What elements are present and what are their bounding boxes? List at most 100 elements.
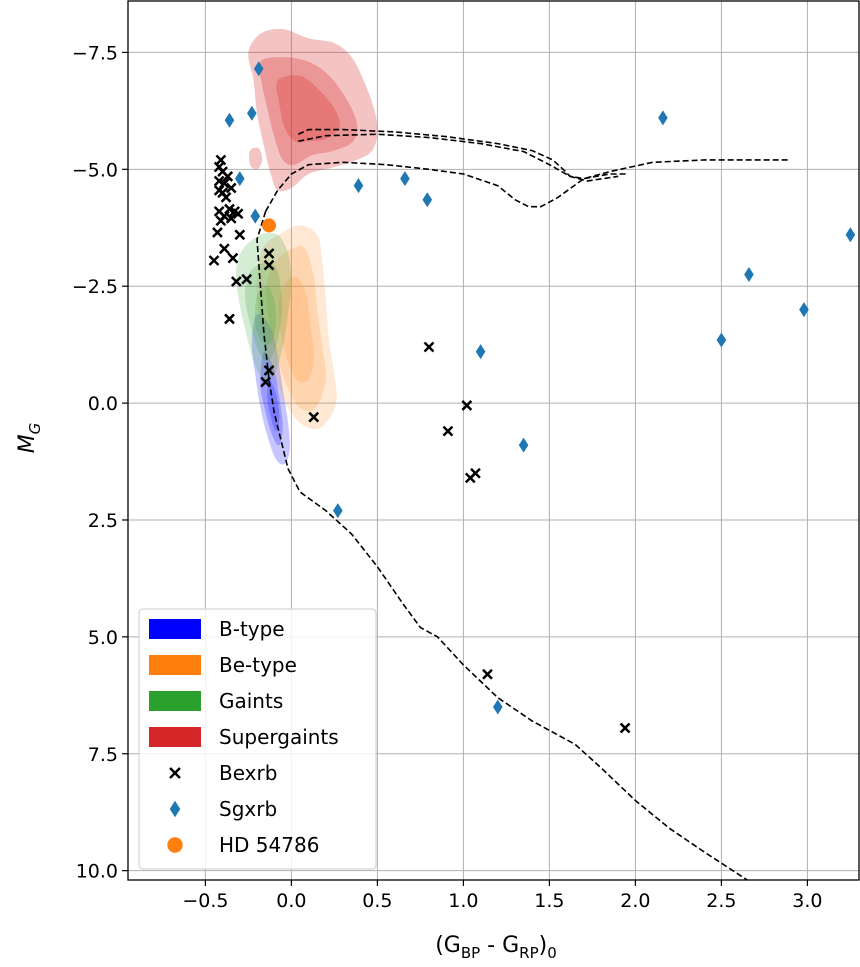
sgxrb-point (658, 110, 668, 126)
legend-label: Supergaints (219, 725, 339, 749)
y-tick-label: −7.5 (72, 42, 118, 64)
y-tick-label: −5.0 (72, 159, 118, 181)
legend-marker-bexrb (169, 767, 181, 779)
bexrb-point (619, 722, 631, 734)
x-stroke (208, 255, 220, 266)
bexrb-point (308, 411, 320, 423)
sgxrb-point (475, 344, 486, 360)
bexrb-point (482, 668, 493, 680)
sgxrb-point (799, 302, 809, 318)
y-tick-label: 2.5 (88, 510, 118, 532)
legend-label: B-type (219, 617, 285, 641)
legend-marker-be-type (149, 655, 201, 675)
track-lower-track (264, 159, 789, 212)
y-tick-label: 0.0 (88, 393, 118, 415)
density-contour-supergaints (249, 147, 263, 170)
x-stroke (263, 364, 275, 376)
x-stroke (217, 166, 228, 178)
y-tick-label: 5.0 (88, 627, 118, 649)
legend: B-type Be-type Gaints Supergaints Bexrb Sgxrb… (138, 608, 377, 870)
x-stroke (225, 182, 237, 194)
x-axis-title: (GBP - GRP)0 (435, 933, 557, 962)
legend-label: HD 54786 (219, 833, 319, 857)
bexrb-point (464, 472, 476, 484)
sgxrb-point (493, 699, 503, 715)
density-contour-supergaints (276, 75, 340, 143)
x-stroke (263, 248, 275, 259)
sgxrb-point (235, 171, 245, 187)
x-stroke (215, 154, 227, 166)
legend-label: Bexrb (219, 761, 277, 785)
legend-label: Gaints (219, 689, 283, 713)
bexrb-point (225, 213, 237, 224)
x-stroke (442, 425, 454, 437)
track-upper-track-2 (298, 133, 619, 182)
x-stroke (224, 203, 235, 215)
legend-marker-supergaints (149, 727, 201, 747)
x-stroke (234, 229, 246, 241)
sgxrb-point (224, 112, 235, 128)
bexrb-point (215, 215, 227, 227)
x-stroke (227, 252, 239, 264)
x-stroke (308, 411, 320, 423)
x-tick-label: −0.5 (182, 890, 228, 912)
legend-marker-gaints (149, 691, 201, 711)
hd-54786-point (262, 218, 277, 233)
x-stroke (423, 341, 435, 353)
x-stroke (218, 243, 230, 255)
bexrb-point (208, 255, 220, 266)
x-stroke (225, 213, 237, 224)
sgxrb-point (518, 437, 529, 453)
sgxrb-point (716, 332, 727, 348)
bexrb-point (234, 229, 246, 241)
x-stroke (169, 767, 181, 779)
y-tick-label: 10.0 (76, 861, 118, 883)
bexrb-point (232, 208, 244, 220)
sgxrb-point (253, 61, 264, 77)
x-stroke (232, 208, 244, 220)
sgxrb-point (247, 105, 257, 121)
x-stroke (464, 472, 476, 484)
x-tick-label: 2.5 (706, 890, 736, 912)
sgxrb-point (744, 267, 754, 283)
bexrb-point (263, 248, 275, 259)
y-tick-label: −2.5 (72, 276, 118, 298)
plot-frame (127, 0, 860, 881)
legend-label: Sgxrb (219, 797, 277, 821)
x-stroke (215, 215, 227, 227)
legend-marker-hd-54786 (167, 837, 183, 853)
data-points (208, 61, 856, 734)
x-stroke (218, 177, 230, 189)
density-contour-supergaints (259, 57, 358, 165)
track-upper-track (297, 128, 627, 180)
x-stroke (263, 259, 275, 271)
x-stroke (220, 191, 232, 203)
sgxrb-point (333, 503, 343, 519)
sgxrb-point (422, 192, 433, 208)
x-stroke (461, 400, 473, 411)
x-stroke (222, 170, 234, 182)
density-contour-b-type (251, 313, 290, 465)
x-stroke (224, 313, 235, 325)
bexrb-point (225, 182, 237, 194)
bexrb-point (241, 273, 253, 285)
legend-label: Be-type (219, 653, 297, 677)
bexrb-point (423, 341, 435, 353)
sgxrb-point (250, 208, 261, 224)
x-stroke (241, 273, 253, 285)
bexrb-point (218, 177, 230, 189)
bexrb-point (212, 227, 223, 238)
x-tick-label: 0.5 (362, 890, 392, 912)
x-stroke (230, 276, 242, 287)
grid-lines (128, 1, 859, 880)
density-contour-be-type (256, 225, 337, 430)
legend-marker-sgxrb (169, 800, 181, 818)
x-stroke (482, 668, 493, 680)
x-stroke (213, 175, 225, 187)
x-axis: −0.5 0.0 0.5 1.0 1.5 2.0 2.5 3.0 (182, 880, 823, 912)
x-stroke (212, 227, 223, 238)
y-axis: −7.5 −5.0 −2.5 0.0 2.5 5.0 7.5 10.0 (72, 42, 128, 883)
x-tick-label: 1.0 (448, 890, 478, 912)
bexrb-point (230, 276, 242, 287)
